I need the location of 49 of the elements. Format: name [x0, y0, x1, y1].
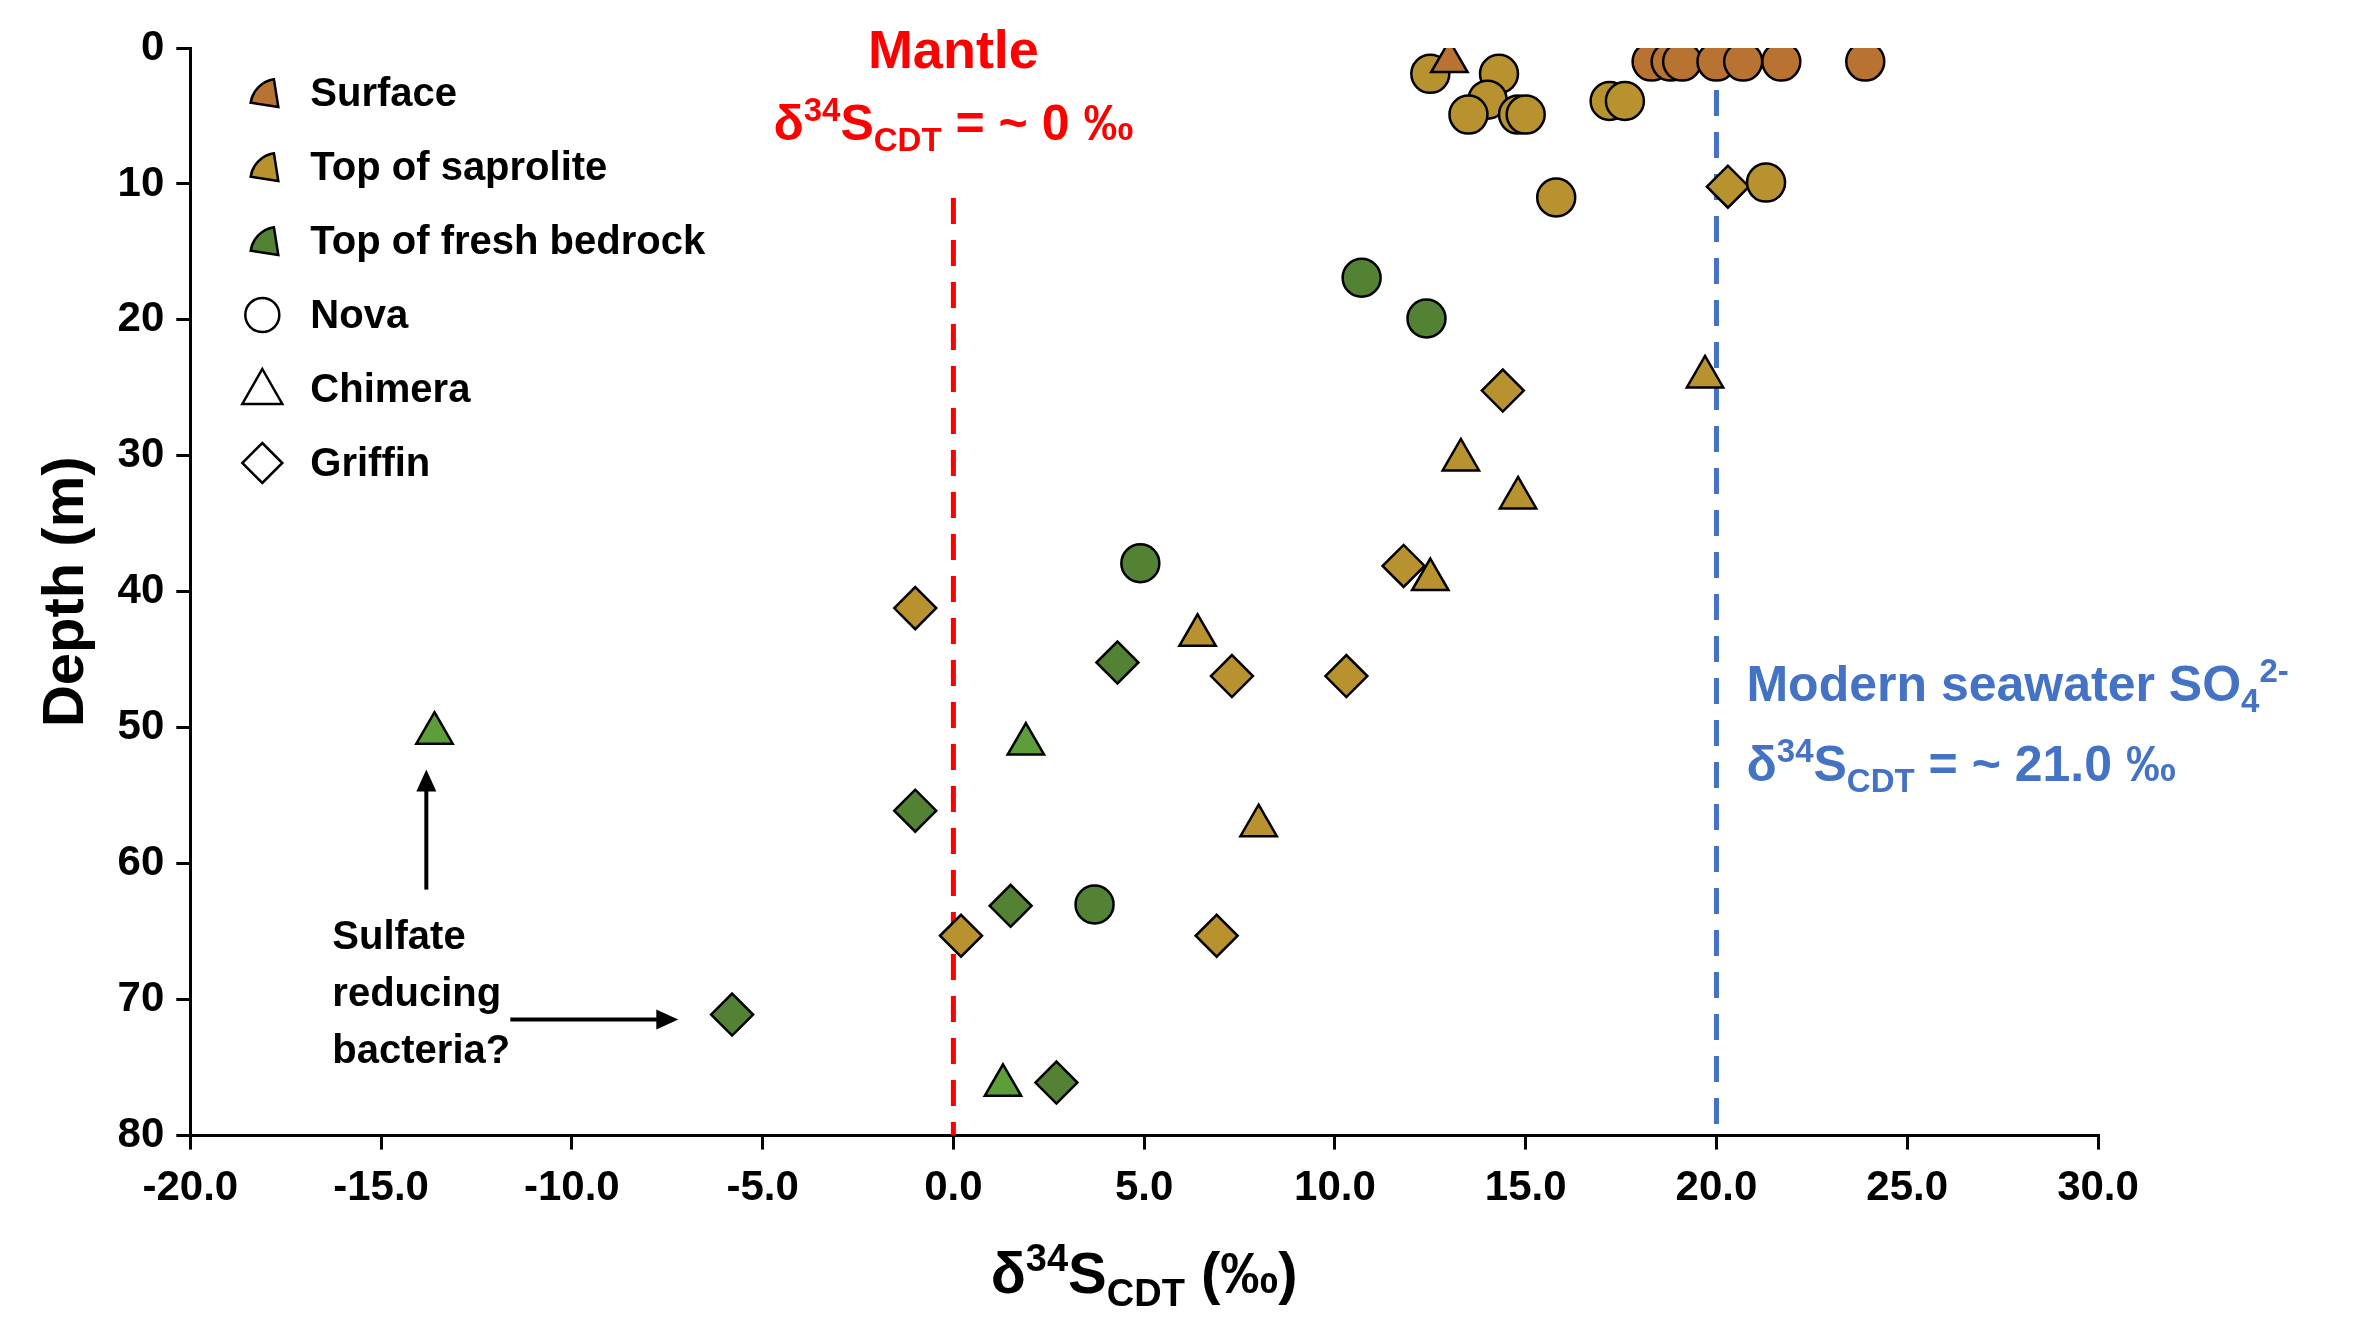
point — [1120, 543, 1161, 584]
point — [1604, 80, 1646, 122]
point — [1324, 653, 1369, 699]
point — [1505, 94, 1546, 135]
legend-label: Surface — [310, 70, 458, 115]
point — [1480, 368, 1526, 413]
x-tick-label: 15.0 — [1484, 1162, 1567, 1210]
x-tick-label: 30.0 — [2057, 1162, 2139, 1210]
legend-label: Top of fresh bedrock — [310, 218, 706, 263]
legend-label: Nova — [310, 292, 409, 337]
legend-label: Top of saprolite — [310, 144, 608, 189]
point — [1074, 884, 1115, 925]
x-tick-label: 25.0 — [1866, 1162, 1949, 1210]
y-tick-label: 60 — [117, 837, 165, 885]
point — [1381, 543, 1426, 589]
point — [938, 913, 984, 958]
point — [1535, 177, 1577, 218]
y-tick-label: 50 — [117, 701, 165, 749]
y-tick-label: 40 — [117, 565, 165, 613]
point — [892, 788, 938, 833]
point — [1034, 1060, 1079, 1105]
legend-label: Griffin — [310, 440, 431, 485]
x-tick-label: -5.0 — [726, 1162, 799, 1210]
annotation: Sulfate reducing bacteria? — [332, 912, 511, 1071]
point — [988, 883, 1033, 929]
x-tick-label: -10.0 — [523, 1162, 620, 1210]
y-tick-label: 80 — [117, 1109, 165, 1157]
x-tick-label: -20.0 — [142, 1162, 239, 1210]
y-tick-label: 20 — [117, 293, 165, 341]
x-tick-label: 0.0 — [924, 1162, 983, 1210]
x-tick-label: -15.0 — [333, 1162, 429, 1210]
point — [1341, 257, 1382, 299]
y-tick-label: 10 — [117, 157, 165, 205]
point — [1095, 640, 1140, 685]
y-axis-title: Depth (m) — [29, 456, 95, 728]
y-tick-label: 0 — [140, 21, 165, 69]
point — [1745, 162, 1787, 203]
point — [1209, 653, 1255, 699]
point — [892, 585, 938, 631]
y-tick-label: 70 — [117, 973, 165, 1021]
y-tick-label: 30 — [117, 429, 165, 477]
point — [1406, 298, 1447, 339]
point — [709, 992, 755, 1037]
x-tick-label: 10.0 — [1294, 1162, 1376, 1210]
point — [1448, 94, 1489, 135]
x-tick-label: 20.0 — [1675, 1162, 1758, 1210]
point — [1194, 913, 1239, 958]
x-tick-label: 5.0 — [1114, 1162, 1174, 1210]
legend-label: Chimera — [310, 366, 472, 411]
